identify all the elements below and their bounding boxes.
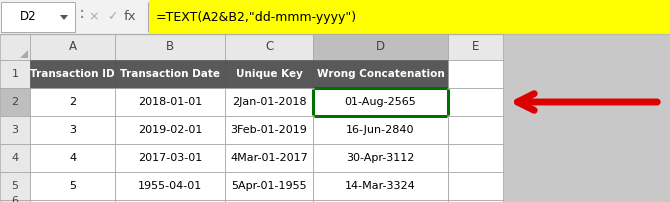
- Bar: [225, 88, 313, 116]
- Bar: [225, 172, 313, 200]
- Text: 2019-02-01: 2019-02-01: [138, 125, 202, 135]
- Text: ×: ×: [88, 11, 99, 23]
- Text: C: C: [265, 40, 273, 54]
- Bar: [313, 172, 448, 200]
- Text: 1: 1: [11, 69, 19, 79]
- Bar: [225, 200, 313, 202]
- Bar: [0, 116, 30, 144]
- Bar: [0, 88, 30, 116]
- Bar: [30, 200, 115, 202]
- Text: fx: fx: [124, 11, 136, 23]
- Bar: [115, 144, 225, 172]
- Text: 6: 6: [11, 196, 19, 202]
- Bar: [448, 172, 503, 200]
- Text: E: E: [472, 40, 479, 54]
- Text: 2018-01-01: 2018-01-01: [138, 97, 202, 107]
- Bar: [30, 144, 115, 172]
- Bar: [0, 144, 30, 172]
- Bar: [313, 116, 448, 144]
- Text: B: B: [166, 40, 174, 54]
- Text: 4Mar-01-2017: 4Mar-01-2017: [230, 153, 308, 163]
- Text: 4: 4: [11, 153, 19, 163]
- Text: 01-Aug-2565: 01-Aug-2565: [344, 97, 416, 107]
- Bar: [115, 60, 225, 88]
- Bar: [448, 116, 503, 144]
- Bar: [313, 200, 448, 202]
- Bar: [313, 144, 448, 172]
- Text: 2Jan-01-2018: 2Jan-01-2018: [232, 97, 306, 107]
- Bar: [448, 144, 503, 172]
- Bar: [225, 60, 313, 88]
- Text: D: D: [376, 40, 385, 54]
- Text: A: A: [68, 40, 76, 54]
- Bar: [225, 144, 313, 172]
- Bar: [115, 116, 225, 144]
- Bar: [448, 60, 503, 88]
- Bar: [313, 34, 448, 60]
- Text: Transaction ID: Transaction ID: [30, 69, 115, 79]
- Text: ·: ·: [79, 9, 85, 28]
- Bar: [115, 34, 225, 60]
- Polygon shape: [60, 15, 68, 20]
- Bar: [0, 172, 30, 200]
- Text: Transaction Date: Transaction Date: [120, 69, 220, 79]
- Text: 5Apr-01-1955: 5Apr-01-1955: [231, 181, 307, 191]
- Text: 2: 2: [11, 97, 19, 107]
- Text: D2: D2: [19, 11, 36, 23]
- Text: 5: 5: [11, 181, 19, 191]
- Bar: [0, 200, 30, 202]
- Text: Wrong Concatenation: Wrong Concatenation: [317, 69, 444, 79]
- Text: 3: 3: [11, 125, 19, 135]
- Bar: [30, 172, 115, 200]
- Bar: [0, 34, 30, 60]
- Text: 5: 5: [69, 181, 76, 191]
- Bar: [115, 172, 225, 200]
- Bar: [115, 88, 225, 116]
- Bar: [313, 88, 448, 116]
- Bar: [30, 34, 115, 60]
- Bar: [0, 0, 670, 34]
- Text: =TEXT(A2&B2,"dd-mmm-yyyy"): =TEXT(A2&B2,"dd-mmm-yyyy"): [156, 11, 357, 23]
- Bar: [448, 88, 503, 116]
- Bar: [0, 60, 30, 88]
- Text: Unique Key: Unique Key: [236, 69, 302, 79]
- Bar: [448, 34, 503, 60]
- Text: 14-Mar-3324: 14-Mar-3324: [345, 181, 416, 191]
- Text: 30-Apr-3112: 30-Apr-3112: [346, 153, 415, 163]
- Bar: [313, 60, 448, 88]
- Text: 1955-04-01: 1955-04-01: [138, 181, 202, 191]
- Bar: [115, 200, 225, 202]
- Bar: [0, 34, 670, 202]
- Text: ✓: ✓: [107, 11, 117, 23]
- Bar: [149, 0, 670, 34]
- Text: 16-Jun-2840: 16-Jun-2840: [346, 125, 415, 135]
- Bar: [1, 2, 75, 32]
- Text: 3: 3: [69, 125, 76, 135]
- Bar: [225, 116, 313, 144]
- Bar: [225, 34, 313, 60]
- Text: 2: 2: [69, 97, 76, 107]
- Bar: [448, 200, 503, 202]
- Text: 2017-03-01: 2017-03-01: [138, 153, 202, 163]
- Bar: [30, 88, 115, 116]
- Text: 4: 4: [69, 153, 76, 163]
- Bar: [30, 60, 115, 88]
- Bar: [30, 116, 115, 144]
- Text: 3Feb-01-2019: 3Feb-01-2019: [230, 125, 308, 135]
- Polygon shape: [20, 50, 28, 58]
- Text: ·: ·: [79, 3, 85, 22]
